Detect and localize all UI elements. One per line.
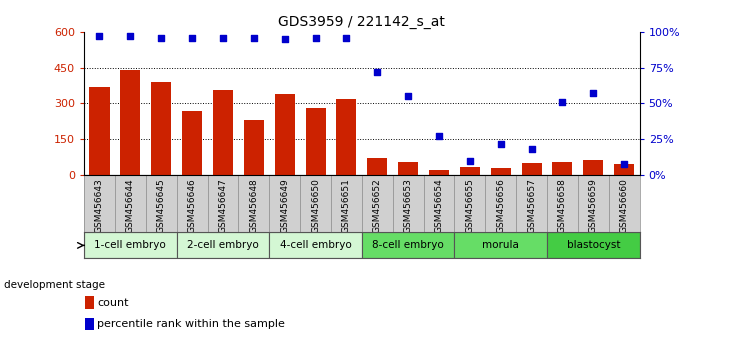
Bar (269, 232, 362, 258)
Point (371, 69, 383, 75)
Point (402, 93, 414, 99)
Point (464, 158, 476, 164)
Text: GSM456648: GSM456648 (249, 178, 258, 233)
Text: count: count (97, 298, 129, 308)
Text: GSM456650: GSM456650 (311, 178, 320, 233)
Bar (521, 163, 542, 175)
Text: 1-cell embryo: 1-cell embryo (94, 240, 166, 250)
Text: GSM456649: GSM456649 (280, 178, 289, 233)
Point (588, 91, 599, 96)
Point (526, 147, 537, 152)
Bar (306, 108, 325, 175)
Text: GSM456658: GSM456658 (558, 178, 567, 233)
Text: development stage: development stage (4, 280, 105, 290)
Point (310, 35, 322, 40)
Text: GSM456654: GSM456654 (434, 178, 444, 233)
Text: percentile rank within the sample: percentile rank within the sample (97, 319, 285, 329)
Point (124, 33, 136, 39)
Bar (336, 99, 357, 175)
Text: 4-cell embryo: 4-cell embryo (280, 240, 352, 250)
Point (248, 35, 260, 40)
Text: GSM456651: GSM456651 (342, 178, 351, 233)
Bar (275, 94, 295, 175)
Text: 2-cell embryo: 2-cell embryo (187, 240, 259, 250)
Point (279, 36, 290, 42)
Point (341, 35, 352, 40)
Text: GSM456653: GSM456653 (404, 178, 412, 233)
Text: GSM456644: GSM456644 (126, 178, 135, 233)
Point (556, 99, 568, 105)
Bar (182, 111, 202, 175)
Text: 8-cell embryo: 8-cell embryo (372, 240, 444, 250)
Point (433, 133, 445, 139)
Text: GSM456660: GSM456660 (620, 178, 629, 233)
Bar (553, 162, 572, 175)
Text: GSM456645: GSM456645 (156, 178, 166, 233)
Text: GSM456646: GSM456646 (188, 178, 197, 233)
Point (495, 141, 507, 147)
Point (156, 35, 167, 40)
Bar (244, 120, 264, 175)
Title: GDS3959 / 221142_s_at: GDS3959 / 221142_s_at (279, 16, 445, 29)
Bar (460, 167, 480, 175)
Text: GSM456643: GSM456643 (95, 178, 104, 233)
Bar (89, 87, 110, 175)
Bar (429, 170, 449, 175)
Bar (213, 90, 233, 175)
Text: GSM456656: GSM456656 (496, 178, 505, 233)
Bar (614, 164, 635, 175)
Text: morula: morula (482, 240, 519, 250)
Text: GSM456647: GSM456647 (219, 178, 227, 233)
Bar (491, 168, 511, 175)
Bar (547, 232, 640, 258)
Bar (455, 232, 547, 258)
Bar (367, 158, 387, 175)
Point (94, 33, 105, 39)
Text: GSM456657: GSM456657 (527, 178, 536, 233)
Text: blastocyst: blastocyst (567, 240, 620, 250)
Bar (177, 232, 269, 258)
Bar (121, 70, 140, 175)
Bar (362, 232, 455, 258)
Bar (84, 232, 177, 258)
Text: GSM456655: GSM456655 (466, 178, 474, 233)
Point (186, 35, 198, 40)
Point (217, 35, 229, 40)
Bar (398, 162, 418, 175)
Bar (151, 82, 171, 175)
Point (618, 161, 630, 166)
Text: GSM456659: GSM456659 (589, 178, 598, 233)
Bar (583, 160, 603, 175)
Text: GSM456652: GSM456652 (373, 178, 382, 233)
